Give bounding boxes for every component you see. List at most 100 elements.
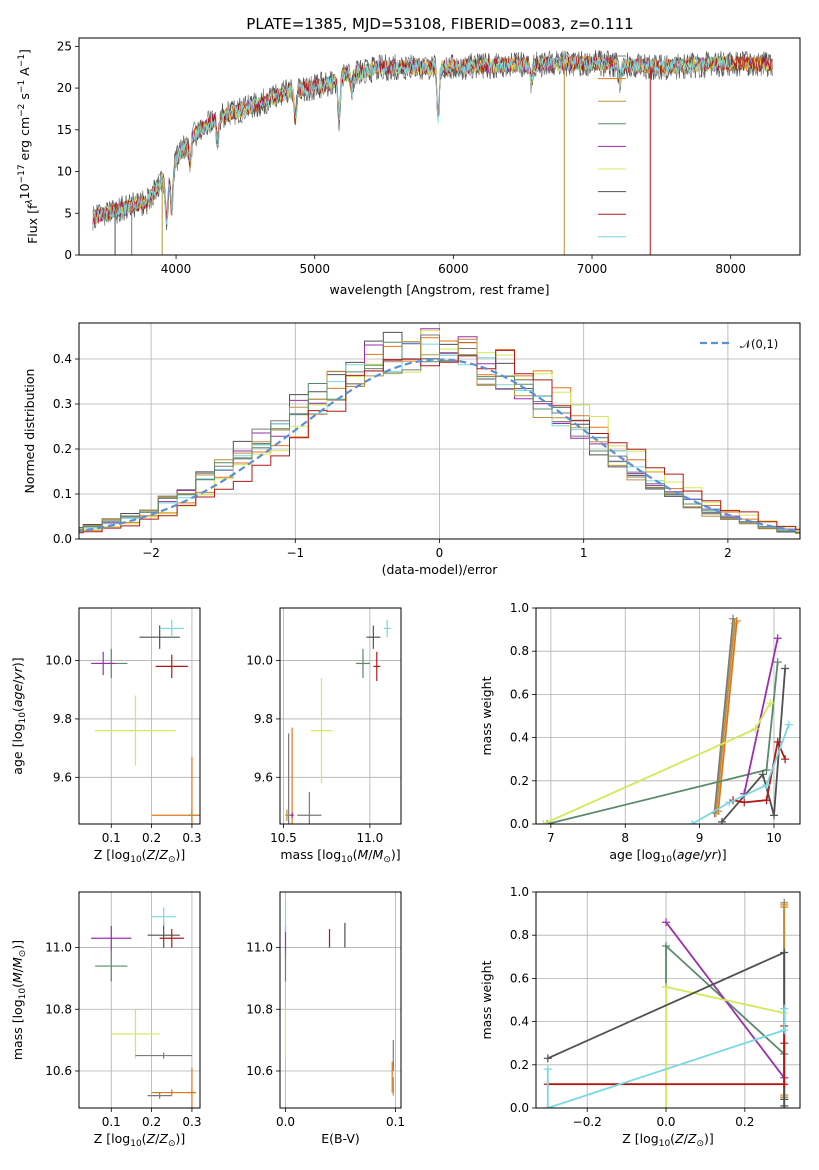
- axes-frame: [78, 322, 801, 540]
- y-tick-label: 10.6: [45, 1064, 72, 1078]
- label-part: )]: [175, 847, 185, 862]
- y-tick-label: 9.6: [254, 770, 273, 784]
- label-part: 10: [661, 855, 673, 865]
- weight-line: [743, 638, 779, 794]
- label-part: (: [10, 707, 25, 712]
- plot-area-age_vs_Z: [79, 608, 200, 824]
- x-tick-label: 0.2: [735, 1115, 754, 1129]
- weight-point: [773, 634, 782, 643]
- x-tick-label: 7000: [577, 262, 608, 276]
- weight-point: [773, 658, 782, 666]
- y-tick-label: 1.0: [510, 601, 529, 615]
- y-tick-label: 0.2: [510, 774, 529, 788]
- y-tick-label: 15: [57, 123, 72, 137]
- spectrum-line: [92, 55, 773, 224]
- label-part: (: [353, 847, 358, 862]
- plot-area-spectrum: [92, 49, 773, 255]
- plot-area-age_vs_mass: [280, 608, 401, 824]
- weight-point: [762, 796, 771, 805]
- y-tick-label: 10.8: [246, 1002, 273, 1016]
- panel-mass_vs_Z: 0.1 0.2 0.310.610.811.0Z [log10(Z/Z⊙)]mass…: [10, 891, 201, 1149]
- weight-point: [766, 699, 775, 708]
- x-tick-label: 10.5: [270, 831, 297, 845]
- plot-area-mass_vs_Z: [79, 892, 200, 1108]
- x-tick-label: 0.3: [182, 1115, 201, 1129]
- weight-point: [543, 1104, 552, 1108]
- y-tick-label: 10.8: [45, 1002, 72, 1016]
- weight-line: [715, 623, 736, 814]
- x-tick-label: −1: [286, 546, 304, 560]
- label-part: ⊙: [168, 855, 176, 865]
- panel-mass_vs_EBV: 0.0 0.1 10.6 10.8 11.0 E(B-V): [246, 891, 405, 1146]
- x-axis-label: wavelength [Angstrom, rest frame]: [329, 282, 549, 297]
- y-tick-label: 0.0: [510, 1101, 529, 1115]
- weight-point: [539, 820, 548, 824]
- x-axis-label: (data-model)/error: [382, 562, 499, 577]
- x-tick-label: 2: [724, 546, 732, 560]
- label-part: M: [358, 847, 369, 862]
- y-tick-label: 0.2: [510, 1058, 529, 1072]
- label-part: erg cm: [17, 117, 32, 165]
- y-axis-label: mass weight: [479, 676, 494, 755]
- label-part: )]: [10, 657, 25, 667]
- weight-point: [780, 1004, 789, 1013]
- y-axis-label: mass [log10(M/M⊙)]: [10, 940, 28, 1060]
- weight-point: [751, 724, 760, 733]
- axes-frame: [78, 607, 201, 825]
- label-part: mass [log: [10, 999, 25, 1060]
- panel-residuals: −2 −1 0 1 2 0.0 0.1 0.2 0.3 0.4 (data-model)/error…: [22, 322, 801, 577]
- y-tick-label: 9.6: [53, 770, 72, 784]
- x-axis-label: mass [log10(M/M⊙)]: [280, 847, 400, 865]
- x-axis-label: Z [log10(Z/Z⊙)]: [94, 1131, 186, 1149]
- weight-point: [662, 1104, 671, 1108]
- weight-point: [780, 1039, 789, 1048]
- legend-entry: 𝒩(0,1): [740, 337, 778, 351]
- label-part: (: [670, 1131, 675, 1146]
- weight-line: [546, 1008, 786, 1108]
- label-part: Z: [146, 1131, 156, 1146]
- label-part: yr: [703, 847, 717, 862]
- label-part: )]: [717, 847, 727, 862]
- axes-frame: [279, 891, 402, 1109]
- x-tick-label: 10: [766, 831, 781, 845]
- label-part: )]: [391, 847, 401, 862]
- y-tick-label: 5: [64, 206, 72, 220]
- label-part: mass [log: [280, 847, 341, 862]
- label-part: 10: [341, 855, 353, 865]
- label-part: M: [10, 957, 25, 968]
- weight-point: [662, 942, 671, 950]
- weight-line: [665, 985, 785, 1108]
- plot-area-weight_vs_Z: [536, 892, 800, 1108]
- weight-point: [762, 781, 771, 790]
- label-part: ]: [17, 49, 32, 54]
- x-axis-label: age [log10(age/yr)]: [609, 847, 726, 865]
- y-tick-label: 0.0: [510, 817, 529, 831]
- label-part: ⊙: [18, 950, 28, 958]
- x-tick-label: 0.1: [102, 831, 121, 845]
- label-part: Z: [674, 1131, 684, 1146]
- label-part: /: [368, 847, 373, 862]
- label-part: −2: [17, 104, 27, 117]
- y-tick-label: 0.6: [510, 971, 529, 985]
- weight-point: [781, 664, 790, 673]
- x-tick-label: 0.1: [386, 1115, 405, 1129]
- panel-age_vs_Z: 0.1 0.2 0.39.69.810.0Z [log10(Z/Z⊙)]age [l…: [10, 607, 201, 865]
- y-tick-label: 10.6: [246, 1064, 273, 1078]
- weight-point: [784, 720, 793, 729]
- weight-point: [662, 983, 671, 992]
- axes-frame: [78, 891, 201, 1109]
- plot-area-mass_vs_EBV: [280, 892, 401, 1108]
- weight-point: [730, 619, 739, 628]
- label-part: 10: [17, 183, 32, 199]
- x-tick-label: 8: [621, 831, 629, 845]
- x-tick-label: 8000: [715, 262, 746, 276]
- spectrum-line: [92, 54, 732, 226]
- y-tick-label: 9.8: [254, 712, 273, 726]
- y-tick-label: 1.0: [510, 885, 529, 899]
- weight-point: [762, 766, 771, 774]
- y-tick-label: 11.0: [246, 941, 273, 955]
- label-part: ⊙: [383, 855, 391, 865]
- figure-title: PLATE=1385, MJD=53108, FIBERID=0083, z=0…: [246, 15, 633, 33]
- label-part: /: [10, 679, 25, 684]
